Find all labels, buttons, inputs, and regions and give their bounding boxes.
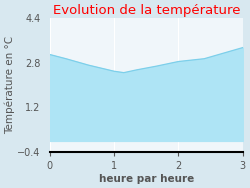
Y-axis label: Température en °C: Température en °C	[4, 36, 15, 134]
X-axis label: heure par heure: heure par heure	[99, 174, 194, 184]
Title: Evolution de la température: Evolution de la température	[52, 4, 240, 17]
